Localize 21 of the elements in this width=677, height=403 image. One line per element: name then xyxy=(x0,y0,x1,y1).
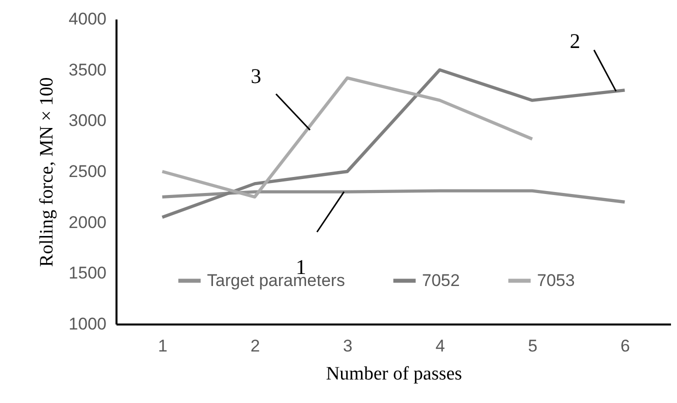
line-series xyxy=(160,189,626,204)
x-tick-label: 6 xyxy=(620,336,630,356)
y-tick-label: 3500 xyxy=(68,60,106,80)
y-tick-label: 1000 xyxy=(68,314,106,334)
x-tick-label: 3 xyxy=(343,336,352,356)
x-axis-title: Number of passes xyxy=(326,364,462,384)
y-tick-label: 1500 xyxy=(68,264,106,283)
x-tick-label: 1 xyxy=(158,336,168,356)
line-series xyxy=(160,68,626,219)
annotation: 3 xyxy=(250,64,262,88)
x-tick-label: 5 xyxy=(528,336,538,356)
y-tick-label: 2000 xyxy=(68,212,106,232)
annotation: 2 xyxy=(570,29,580,53)
x-tick-label: 4 xyxy=(436,336,445,356)
y-tick-label: 3000 xyxy=(68,111,106,130)
y-tick-label: 4000 xyxy=(68,10,106,28)
x-tick-label: 2 xyxy=(250,336,260,356)
y-axis-title: Rolling force, MN × 100 xyxy=(36,77,58,267)
legend-label: 7053 xyxy=(537,270,575,290)
legend-label: 7052 xyxy=(422,270,460,290)
y-tick-label: 2500 xyxy=(68,162,106,181)
